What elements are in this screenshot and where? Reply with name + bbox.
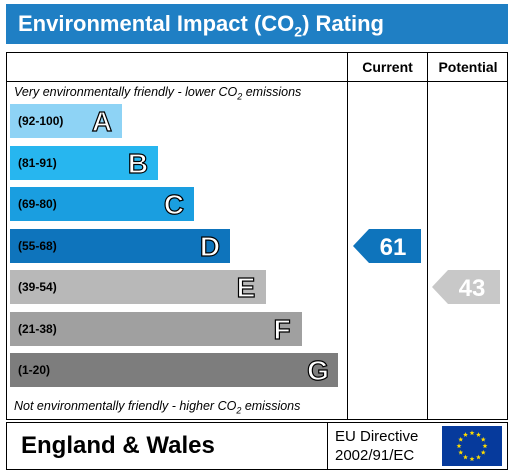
bottom-note: Not environmentally friendly - higher CO… (14, 399, 301, 416)
svg-text:D: D (200, 232, 220, 260)
eu-star (458, 436, 464, 442)
band-letter: A (91, 107, 112, 135)
band-a: (92-100) A (10, 104, 122, 138)
band-f: (21-38) F (10, 312, 302, 346)
band-letter: F (273, 315, 291, 343)
page-title: Environmental Impact (CO2) Rating (6, 4, 508, 44)
band-letter: C (163, 190, 184, 218)
band-letter: B (127, 149, 148, 177)
rating-value: 43 (459, 275, 486, 302)
eu-star (482, 443, 488, 449)
svg-text:B: B (128, 149, 148, 177)
column-divider (347, 52, 348, 420)
eu-star (476, 454, 481, 460)
eu-star (458, 449, 464, 455)
header-divider (6, 81, 508, 82)
svg-text:F: F (273, 315, 290, 343)
band-b: (81-91) B (10, 146, 158, 180)
rating-value: 61 (380, 234, 407, 261)
region-label: England & Wales (21, 432, 215, 459)
top-note: Very environmentally friendly - lower CO… (14, 85, 302, 102)
arrow-shape (353, 229, 421, 263)
band-range: (55-68) (18, 239, 57, 253)
band-range: (81-91) (18, 156, 57, 170)
band-letter: G (307, 356, 330, 384)
rating-table (6, 52, 508, 420)
footer: England & Wales EU Directive 2002/91/EC (6, 422, 508, 470)
eu-flag-icon (442, 426, 502, 466)
eu-star (469, 456, 475, 462)
svg-text:E: E (237, 273, 256, 301)
current-column-header: Current (362, 59, 413, 75)
band-g: (1-20) G (10, 353, 338, 387)
eu-star (456, 443, 462, 449)
potential-column-header: Potential (438, 59, 498, 75)
svg-text:A: A (92, 107, 112, 135)
current-rating-arrow: 61 (353, 229, 421, 263)
band-range: (69-80) (18, 197, 57, 211)
eu-star (480, 436, 486, 442)
svg-text:G: G (307, 356, 329, 384)
band-letter: E (236, 273, 256, 301)
eu-star (469, 430, 475, 436)
band-range: (21-38) (18, 322, 57, 336)
column-divider (427, 52, 428, 420)
potential-rating-arrow: 43 (432, 270, 500, 304)
eu-star (476, 432, 481, 437)
band-c: (69-80) C (10, 187, 194, 221)
footer-divider (327, 423, 328, 469)
band-e: (39-54) E (10, 270, 266, 304)
eu-star (463, 454, 468, 460)
band-range: (92-100) (18, 114, 64, 128)
svg-text:C: C (164, 190, 184, 218)
eu-star (480, 449, 486, 455)
band-range: (1-20) (18, 363, 51, 377)
band-range: (39-54) (18, 280, 57, 294)
band-d: (55-68) D (10, 229, 230, 263)
band-letter: D (199, 232, 220, 260)
directive-label: EU Directive 2002/91/EC (335, 428, 419, 464)
eu-star (463, 432, 468, 437)
arrow-shape (432, 270, 500, 304)
